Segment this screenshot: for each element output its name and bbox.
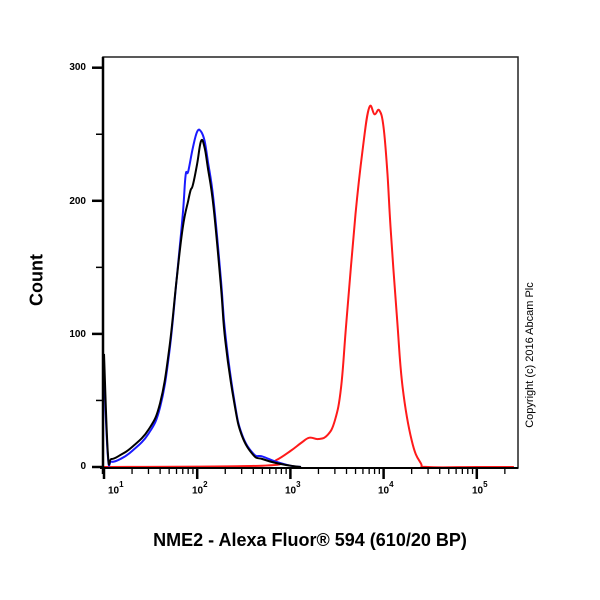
y-tick-label-300: 300 (69, 62, 86, 73)
y-tick-label-200: 200 (69, 196, 86, 207)
y-axis-label: Count (17, 240, 57, 320)
series-line-2 (103, 104, 514, 469)
copyright-text: Copyright (c) 2016 Abcam Plc (524, 282, 536, 428)
x-tick-label-10-4: 104 (378, 480, 394, 497)
x-tick-label-10-3: 103 (285, 480, 301, 497)
y-axis-ticks (92, 66, 103, 469)
x-tick-label-10-5: 105 (472, 480, 488, 497)
series-line-1 (103, 138, 302, 468)
x-axis-ticks (102, 468, 506, 479)
plot-frame (102, 56, 519, 469)
x-tick-label-10-1: 101 (108, 480, 124, 497)
y-axis-label-text: Count (26, 254, 47, 306)
x-tick-label-10-2: 102 (192, 480, 208, 497)
histogram-series (103, 104, 514, 469)
copyright-notice: Copyright (c) 2016 Abcam Plc (518, 230, 542, 480)
x-axis-label: NME2 - Alexa Fluor® 594 (610/20 BP) (153, 530, 467, 550)
y-tick-label-0: 0 (80, 461, 86, 472)
y-tick-label-100: 100 (69, 329, 86, 340)
